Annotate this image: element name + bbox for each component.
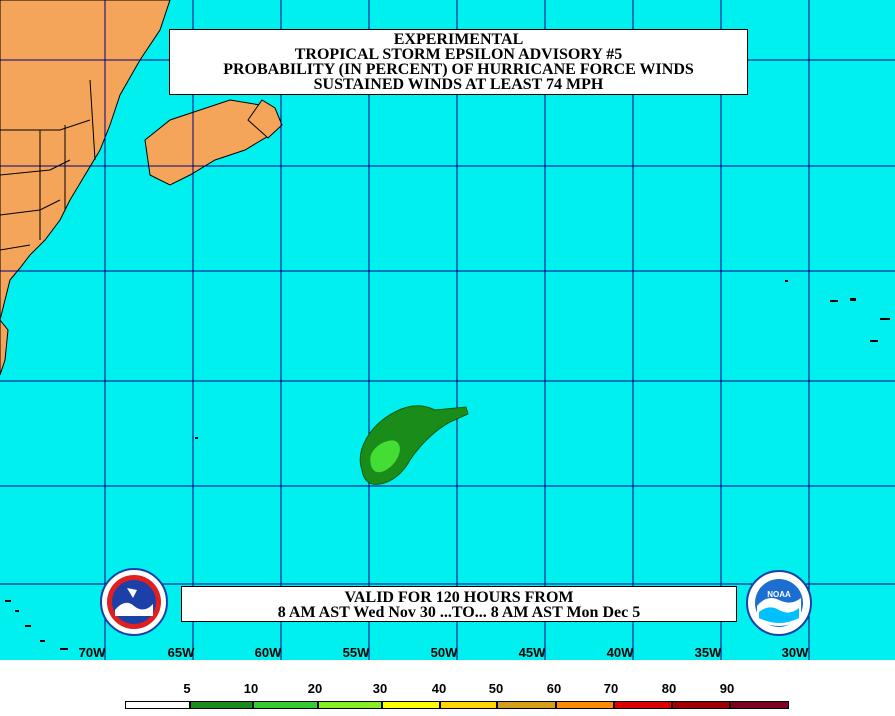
noaa-logo: NOAA (746, 570, 812, 636)
ocean (0, 0, 895, 660)
land-newfoundland (247, 99, 283, 139)
lon-label-65w: 65W (167, 645, 195, 660)
nws-logo (100, 568, 168, 636)
legend-swatch (440, 701, 497, 709)
legend-swatch (672, 701, 730, 709)
legend-swatch (190, 701, 253, 709)
legend-swatch (253, 701, 318, 709)
legend-label-40: 40 (431, 681, 447, 696)
probability-map (0, 0, 895, 660)
legend-label-60: 60 (546, 681, 562, 696)
svg-text:NOAA: NOAA (767, 590, 791, 599)
title-line-1: EXPERIMENTAL (393, 31, 524, 48)
valid-time-box: VALID FOR 120 HOURS FROM 8 AM AST Wed No… (181, 586, 737, 622)
title-line-4: SUSTAINED WINDS AT LEAST 74 MPH (313, 76, 604, 93)
legend-label-5: 5 (183, 681, 191, 696)
legend-swatch (125, 701, 190, 709)
lon-label-30w: 30W (781, 645, 809, 660)
valid-line-2: 8 AM AST Wed Nov 30 ...TO... 8 AM AST Mo… (277, 604, 641, 621)
legend-label-80: 80 (661, 681, 677, 696)
legend-swatch (382, 701, 440, 709)
islands (5, 280, 890, 650)
state-borders (0, 79, 96, 251)
land-coast-south (0, 319, 9, 376)
valid-line-1: VALID FOR 120 HOURS FROM (344, 589, 574, 606)
lon-label-40w: 40W (606, 645, 634, 660)
title-line-2: TROPICAL STORM EPSILON ADVISORY #5 (294, 46, 623, 63)
lon-label-55w: 55W (342, 645, 370, 660)
title-box: EXPERIMENTAL TROPICAL STORM EPSILON ADVI… (169, 29, 748, 95)
legend-label-50: 50 (488, 681, 504, 696)
land-north-america (0, 0, 171, 321)
legend-swatch (318, 701, 382, 709)
lon-label-45w: 45W (518, 645, 546, 660)
legend-label-10: 10 (243, 681, 259, 696)
legend-swatch (730, 701, 789, 709)
probability-area-20pct (369, 439, 401, 474)
lon-label-70w: 70W (78, 645, 106, 660)
lon-label-50w: 50W (430, 645, 458, 660)
legend-label-30: 30 (372, 681, 388, 696)
legend-label-70: 70 (603, 681, 619, 696)
title-line-3: PROBABILITY (IN PERCENT) OF HURRICANE FO… (223, 61, 694, 78)
legend-label-90: 90 (719, 681, 735, 696)
legend-label-20: 20 (307, 681, 323, 696)
lon-label-35w: 35W (694, 645, 722, 660)
legend-swatch (497, 701, 556, 709)
legend-swatch (556, 701, 614, 709)
lon-label-60w: 60W (254, 645, 282, 660)
legend-swatch (614, 701, 672, 709)
